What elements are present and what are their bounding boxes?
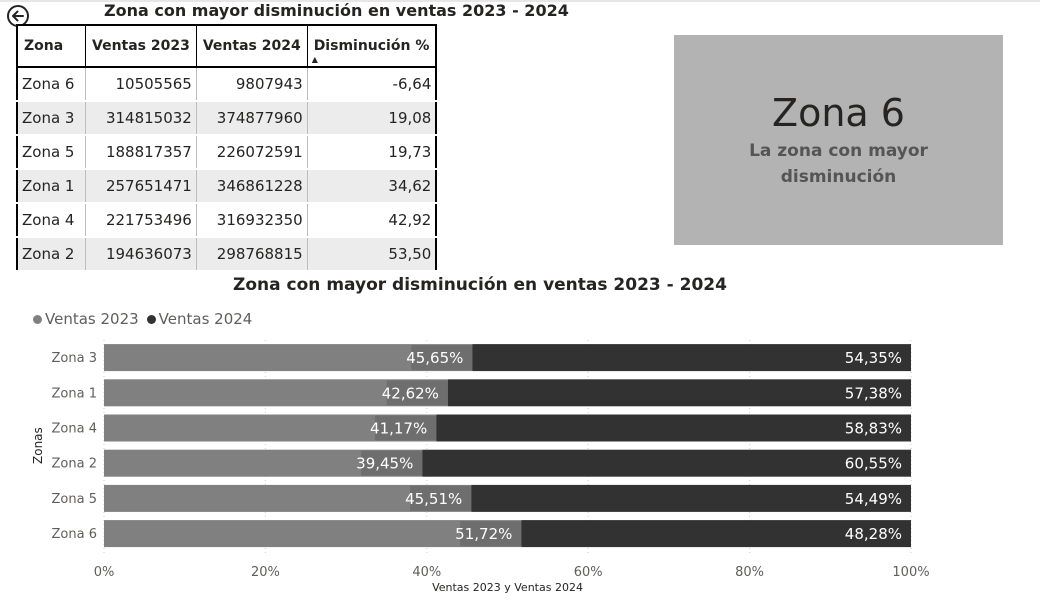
column-header-zona[interactable]: Zona — [17, 25, 86, 68]
cell-ventas-2024: 374877960 — [196, 101, 308, 136]
cell-ventas-2024: 226072591 — [196, 135, 308, 170]
bar-ventas-2024 — [436, 414, 911, 442]
sort-ascending-icon: ▲ — [311, 55, 318, 64]
cell-ventas-2023: 314815032 — [85, 101, 197, 136]
top-border — [0, 0, 1040, 2]
legend-label: Ventas 2024 — [158, 310, 253, 328]
legend-label: Ventas 2023 — [45, 310, 139, 328]
table-row[interactable]: Zona 5 188817357 226072591 19,73 — [17, 135, 437, 170]
y-category-label: Zona 5 — [52, 492, 97, 507]
table-header-row: Zona Ventas 2023 Ventas 2024 Disminución… — [17, 25, 437, 68]
bar-ventas-2023 — [104, 344, 473, 372]
legend-item-ventas-2023[interactable]: Ventas 2023 — [33, 310, 139, 328]
table-row[interactable]: Zona 3 314815032 374877960 19,08 — [17, 101, 437, 136]
sales-table: Zona Ventas 2023 Ventas 2024 Disminución… — [16, 24, 438, 272]
data-label: 51,72% — [455, 525, 512, 543]
x-tick-label: 0% — [94, 565, 115, 580]
y-category-label: Zona 4 — [52, 422, 97, 437]
cell-ventas-2023: 188817357 — [85, 135, 197, 170]
table-row[interactable]: Zona 4 221753496 316932350 42,92 — [17, 203, 437, 238]
card-value: Zona 6 — [772, 91, 905, 135]
x-tick-label: 80% — [735, 565, 764, 580]
table-row[interactable]: Zona 6 10505565 9807943 -6,64 — [17, 67, 437, 102]
card-label: La zona con mayor disminución — [749, 141, 928, 187]
cell-zona: Zona 2 — [17, 237, 86, 272]
back-button[interactable] — [7, 5, 29, 27]
cell-disminucion: 53,50 — [307, 237, 437, 272]
x-tick-label: 40% — [412, 565, 441, 580]
x-axis-title: Ventas 2023 y Ventas 2024 — [432, 581, 583, 594]
data-label-bg — [375, 415, 437, 441]
cell-ventas-2023: 221753496 — [85, 203, 197, 238]
bar-ventas-2023 — [104, 484, 472, 512]
data-label: 39,45% — [356, 455, 413, 473]
chart-title: Zona con mayor disminución en ventas 202… — [233, 275, 727, 295]
cell-ventas-2024: 9807943 — [196, 67, 308, 102]
x-tick-label: 60% — [574, 565, 603, 580]
data-label: 60,55% — [845, 455, 902, 473]
cell-disminucion: 34,62 — [307, 169, 437, 204]
cell-ventas-2023: 257651471 — [85, 169, 197, 204]
y-category-label: Zona 6 — [52, 527, 97, 542]
data-label-bg — [411, 345, 473, 371]
legend-dot-icon — [33, 314, 42, 324]
x-tick-label: 100% — [892, 565, 929, 580]
chart-legend: Ventas 2023 Ventas 2024 — [33, 310, 260, 328]
data-label: 58,83% — [845, 420, 902, 438]
arrow-left-icon — [12, 10, 24, 22]
data-label: 54,35% — [845, 349, 902, 367]
table-row[interactable]: Zona 2 194636073 298768815 53,50 — [17, 237, 437, 272]
bar-ventas-2024 — [447, 379, 911, 407]
kpi-card: Zona 6 La zona con mayor disminución — [674, 35, 1003, 245]
bar-ventas-2024 — [422, 449, 911, 477]
cell-disminucion: 19,08 — [307, 101, 437, 136]
data-label: 41,17% — [370, 420, 427, 438]
cell-disminucion: 19,73 — [307, 135, 437, 170]
cell-zona: Zona 5 — [17, 135, 86, 170]
bar-ventas-2023 — [104, 520, 522, 548]
stacked-bar-chart: 0% 20% 40% 60% 80% 100% Zona 3 45,65% 54,35% Zona… — [31, 340, 930, 594]
data-label-bg — [361, 450, 423, 476]
data-label: 42,62% — [382, 384, 439, 402]
y-axis-title: Zonas — [31, 427, 45, 464]
data-label: 57,38% — [845, 384, 902, 402]
cell-ventas-2024: 316932350 — [196, 203, 308, 238]
column-header-disminucion[interactable]: Disminución % ▲ — [307, 25, 437, 68]
legend-dot-icon — [146, 314, 156, 324]
cell-zona: Zona 4 — [17, 203, 86, 238]
data-label-bg — [386, 380, 448, 406]
cell-ventas-2023: 194636073 — [85, 237, 197, 272]
table-title: Zona con mayor disminución en ventas 202… — [104, 1, 569, 20]
data-label: 45,51% — [405, 490, 462, 508]
data-label: 54,49% — [845, 490, 902, 508]
data-label: 45,65% — [406, 349, 463, 367]
column-header-ventas-2023[interactable]: Ventas 2023 — [85, 25, 197, 68]
cell-ventas-2024: 298768815 — [196, 237, 308, 272]
column-header-disminucion-label: Disminución % — [313, 38, 430, 54]
cell-zona: Zona 6 — [17, 67, 86, 102]
y-category-label: Zona 1 — [52, 386, 97, 401]
bar-ventas-2024 — [472, 344, 911, 372]
cell-disminucion: 42,92 — [307, 203, 437, 238]
y-category-label: Zona 3 — [52, 351, 97, 366]
cell-zona: Zona 1 — [17, 169, 86, 204]
cell-ventas-2023: 10505565 — [85, 67, 197, 102]
cell-zona: Zona 3 — [17, 101, 86, 136]
cell-disminucion: -6,64 — [307, 67, 437, 102]
y-category-label: Zona 2 — [52, 457, 97, 472]
bar-ventas-2024 — [471, 484, 911, 512]
data-label: 48,28% — [845, 525, 902, 543]
cell-ventas-2024: 346861228 — [196, 169, 308, 204]
data-label-bg — [410, 485, 472, 511]
data-label-bg — [460, 521, 522, 547]
legend-item-ventas-2024[interactable]: Ventas 2024 — [146, 310, 253, 328]
column-header-ventas-2024[interactable]: Ventas 2024 — [196, 25, 308, 68]
x-tick-label: 20% — [251, 565, 280, 580]
bar-ventas-2024 — [521, 520, 911, 548]
table-row[interactable]: Zona 1 257651471 346861228 34,62 — [17, 169, 437, 204]
